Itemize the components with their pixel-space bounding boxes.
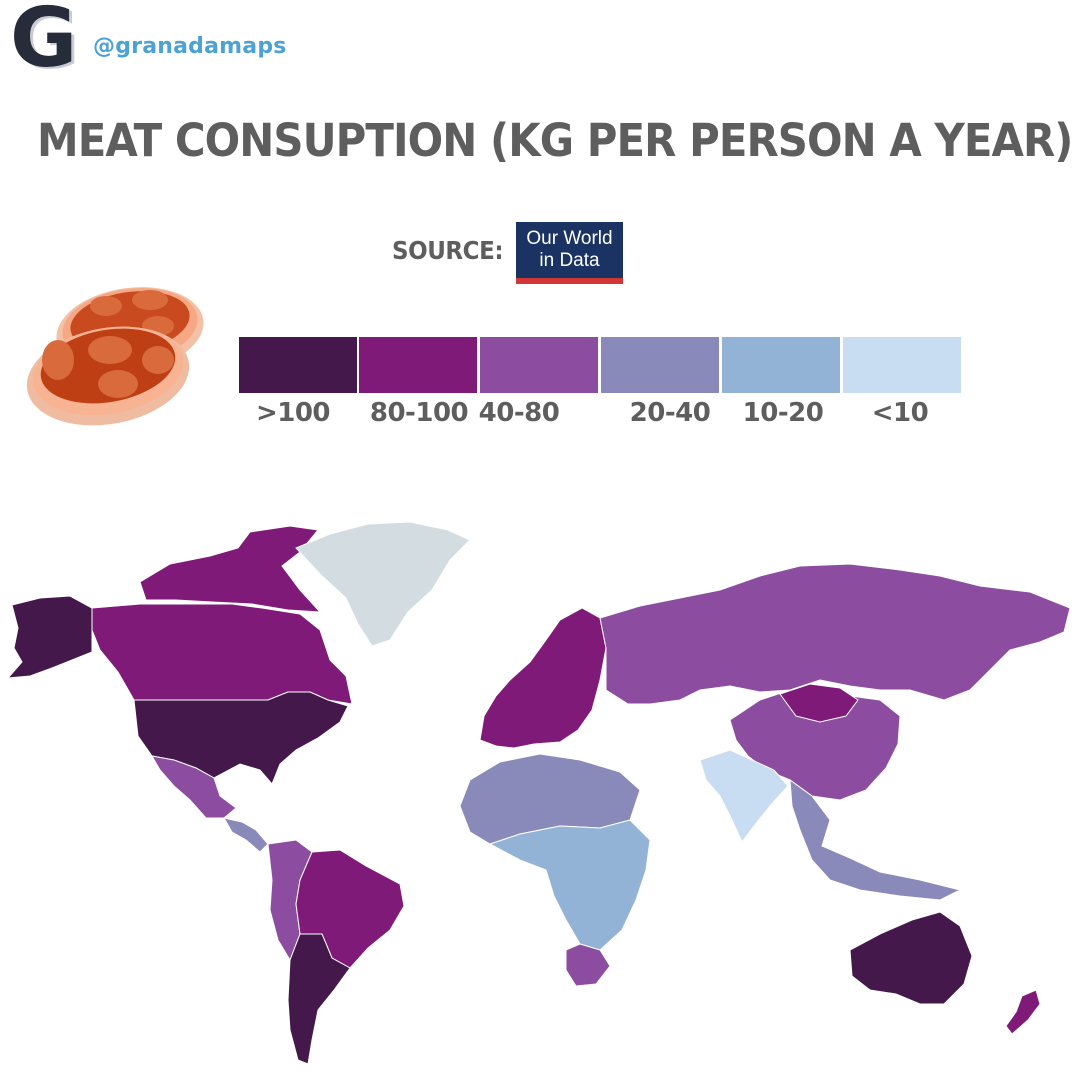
meat-steak-icon <box>26 287 204 426</box>
region-brazil <box>295 849 405 969</box>
legend-label-20-40: 20-40 <box>629 398 711 428</box>
region-russia <box>599 563 1071 705</box>
region-australia <box>849 911 973 1005</box>
world-map <box>6 521 1071 1065</box>
region-greenland <box>295 521 471 647</box>
region-canada <box>91 603 353 705</box>
account-handle: @granadamaps <box>93 34 287 59</box>
region-central-america <box>223 817 269 853</box>
legend-label-80-100: 80-100 <box>369 398 469 428</box>
legend-label-under-10: <10 <box>871 398 929 428</box>
our-world-in-data-logo: Our World in Data <box>516 222 623 284</box>
region-sub-saharan-africa <box>488 819 651 951</box>
granadamaps-logo: G G <box>10 0 80 86</box>
region-mexico <box>151 755 237 819</box>
logo-letter: G <box>10 0 78 86</box>
legend-swatch-20-40 <box>600 336 720 394</box>
legend-swatch-under-10 <box>842 336 962 394</box>
legend-swatch-10-20 <box>721 336 841 394</box>
legend-label-over-100: >100 <box>255 398 331 428</box>
owid-logo-line2: in Data <box>539 250 600 271</box>
region-canada-arctic <box>139 525 322 613</box>
legend-label-10-20: 10-20 <box>742 398 824 428</box>
legend-swatch-over-100 <box>238 336 358 394</box>
region-southeast-asia <box>789 778 962 901</box>
region-india <box>699 749 789 843</box>
legend-swatch-80-100 <box>358 336 478 394</box>
logo-letter-shadow: G <box>13 0 81 88</box>
page-title: MEAT CONSUPTION (KG PER PERSON A YEAR) <box>37 114 1073 167</box>
owid-logo-line1: Our World <box>526 228 613 249</box>
source-label: SOURCE: <box>392 236 504 265</box>
region-south-africa <box>565 943 611 987</box>
region-alaska <box>6 595 93 679</box>
legend-swatch-40-80 <box>479 336 599 394</box>
region-western-europe <box>479 607 607 749</box>
region-argentina <box>287 933 351 1065</box>
region-mongolia <box>779 683 859 723</box>
region-new-zealand <box>1005 989 1041 1035</box>
legend-label-40-80: 40-80 <box>478 398 560 428</box>
